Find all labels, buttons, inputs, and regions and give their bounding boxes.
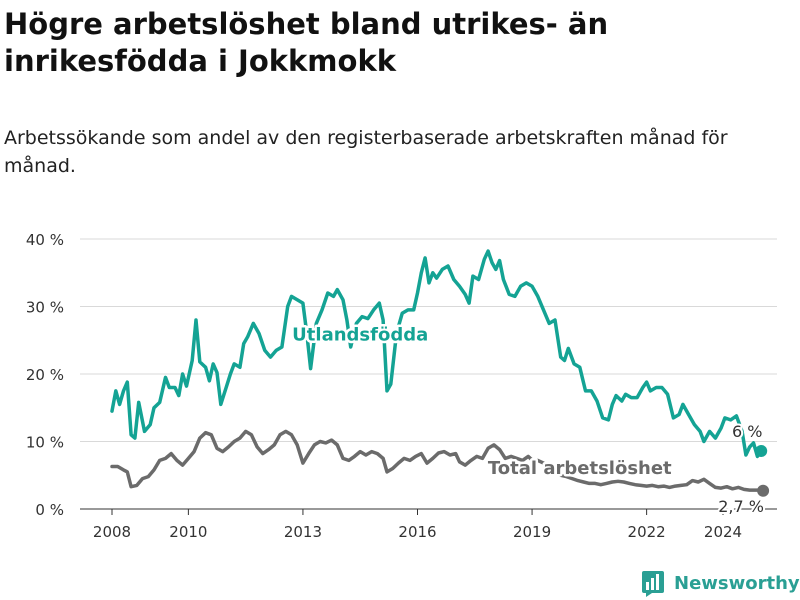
y-axis-tick-labels: 0 % 10 % 20 % 30 % 40 % <box>26 231 64 519</box>
newsworthy-logo: Newsworthy <box>642 567 800 599</box>
x-tick-label: 2013 <box>284 523 322 541</box>
y-tick-label: 40 % <box>26 231 64 249</box>
series-end-value-label: 6 % <box>732 422 762 441</box>
brand-name: Newsworthy <box>674 572 800 594</box>
series-lines <box>110 249 770 497</box>
x-tick-label: 2024 <box>704 523 742 541</box>
series-end-point <box>755 444 768 457</box>
y-tick-label: 30 % <box>26 299 64 317</box>
x-axis: 2008 2010 2013 2016 2019 2022 2024 <box>93 509 742 541</box>
x-tick-label: 2022 <box>628 523 666 541</box>
series-line <box>110 429 765 493</box>
x-tick-label: 2008 <box>93 523 131 541</box>
x-tick-label: 2019 <box>513 523 551 541</box>
gridlines <box>80 238 777 510</box>
bar-chart-logo-icon <box>642 571 664 597</box>
y-tick-label: 20 % <box>26 366 64 384</box>
y-tick-label: 10 % <box>26 434 64 452</box>
chart-title: Högre arbetslöshet bland utrikes- än inr… <box>4 7 609 78</box>
series-inline-label: Utlandsfödda <box>292 324 428 345</box>
x-tick-label: 2016 <box>398 523 436 541</box>
series-line <box>110 249 763 459</box>
y-tick-label: 0 % <box>35 501 64 519</box>
chart-subtitle: Arbetssökande som andel av den registerb… <box>4 127 728 177</box>
x-tick-label: 2010 <box>169 523 207 541</box>
series-inline-label: Total arbetslöshet <box>488 458 672 479</box>
series-end-point <box>757 484 770 497</box>
series-end-value-label: 2,7 % <box>718 497 764 516</box>
series-labels: Utlandsfödda Total arbetslöshet 6 % 2,7 % <box>290 322 766 518</box>
